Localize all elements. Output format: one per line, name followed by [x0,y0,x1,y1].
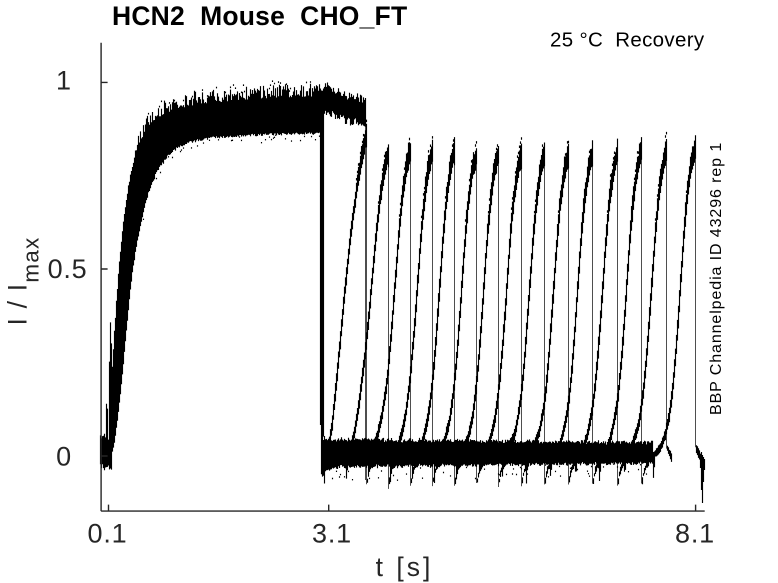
svg-text:1: 1 [56,66,71,96]
svg-text:0.1: 0.1 [88,518,128,548]
svg-text:3.1: 3.1 [312,518,352,548]
svg-text:t [s]: t [s] [376,552,434,582]
svg-text:0: 0 [56,442,71,472]
svg-text:BBP Channelpedia ID 43296 rep: BBP Channelpedia ID 43296 rep 1 [708,142,725,415]
svg-text:HCN2 Mouse CHO_FT: HCN2 Mouse CHO_FT [112,1,407,31]
svg-text:8.1: 8.1 [675,518,715,548]
svg-text:25 °C Recovery: 25 °C Recovery [550,29,705,52]
svg-text:0.5: 0.5 [48,254,88,284]
